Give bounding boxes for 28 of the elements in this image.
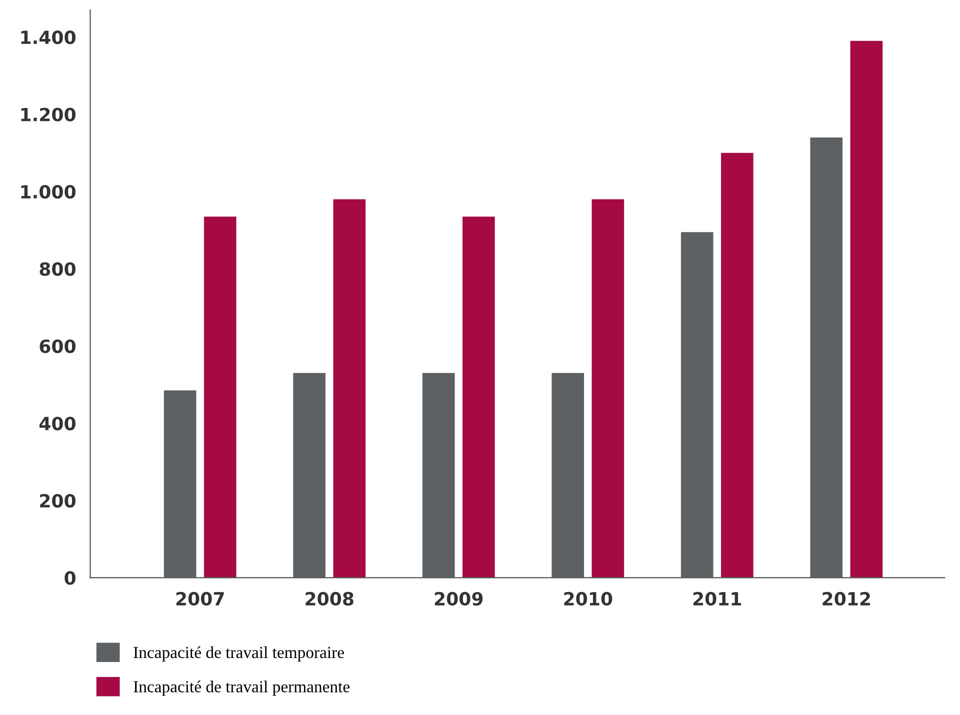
bar xyxy=(462,216,495,578)
bar xyxy=(333,199,366,578)
y-tick-label: 200 xyxy=(40,494,76,508)
bar xyxy=(592,199,624,578)
bar xyxy=(552,373,584,578)
x-tick-label: 2007 xyxy=(176,592,224,606)
y-tick-label: 1.000 xyxy=(21,184,76,199)
legend-label: Incapacité de travail temporaire xyxy=(134,646,344,662)
x-tick-label: 2008 xyxy=(306,592,354,606)
y-tick-label: 0 xyxy=(64,571,76,585)
bar xyxy=(680,232,714,578)
y-tick-label: 1.400 xyxy=(21,30,76,44)
x-tick-label: 2011 xyxy=(693,592,742,606)
y-tick-label: 600 xyxy=(40,339,76,354)
x-tick-label: 2009 xyxy=(434,592,483,606)
bar xyxy=(293,373,326,578)
y-tick-label: 1.200 xyxy=(21,108,76,122)
bar xyxy=(850,40,883,578)
y-tick-label: 800 xyxy=(40,262,76,276)
x-tick-label: 2012 xyxy=(822,592,870,606)
x-tick-label: 2010 xyxy=(564,592,612,606)
bar xyxy=(810,137,843,578)
bar xyxy=(164,390,196,578)
bar xyxy=(721,152,754,578)
bar xyxy=(422,373,455,578)
legend-label: Incapacité de travail permanente xyxy=(134,680,350,696)
bar xyxy=(204,216,236,578)
y-tick-label: 400 xyxy=(39,416,76,430)
